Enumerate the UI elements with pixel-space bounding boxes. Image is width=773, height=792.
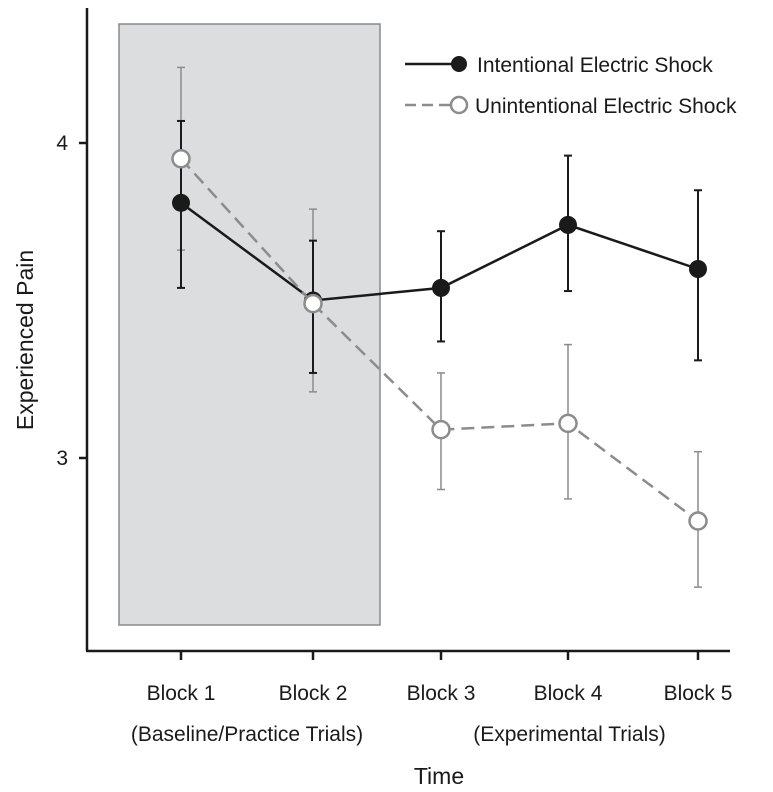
legend-marker-unintentional [449, 95, 469, 115]
unintentional-point [431, 419, 451, 440]
legend-marker-intentional [451, 56, 467, 72]
legend: Intentional Electric Shock Unintentional… [405, 54, 737, 118]
y-tick-label: 4 [56, 132, 68, 155]
category-group-label: (Experimental Trials) [473, 723, 666, 746]
unintentional-point [688, 511, 708, 531]
unintentional-line [180, 157, 314, 305]
category-group-label: (Baseline/Practice Trials) [131, 723, 363, 746]
x-tick-label: Block 3 [407, 682, 476, 705]
x-axis-title: Time [414, 763, 464, 789]
unintentional-point [171, 149, 191, 169]
unintentional-point [558, 413, 578, 434]
x-tick-label: Block 1 [147, 682, 216, 705]
intentional-point [559, 215, 577, 234]
legend-label-unintentional: Unintentional Electric Shock [475, 95, 737, 118]
highlighted-region [118, 23, 381, 626]
intentional-point [172, 193, 190, 212]
y-axis-title: Experienced Pain [12, 250, 38, 430]
x-tick-label: Block 4 [534, 682, 603, 705]
y-tick-label: 3 [56, 447, 68, 470]
legend-label-intentional: Intentional Electric Shock [477, 54, 713, 77]
intentional-point [689, 260, 707, 278]
unintentional-point [303, 293, 323, 314]
x-tick-label: Block 5 [664, 682, 733, 705]
unintentional-line [312, 302, 699, 522]
x-tick-label: Block 2 [279, 682, 348, 705]
intentional-point [432, 278, 450, 297]
